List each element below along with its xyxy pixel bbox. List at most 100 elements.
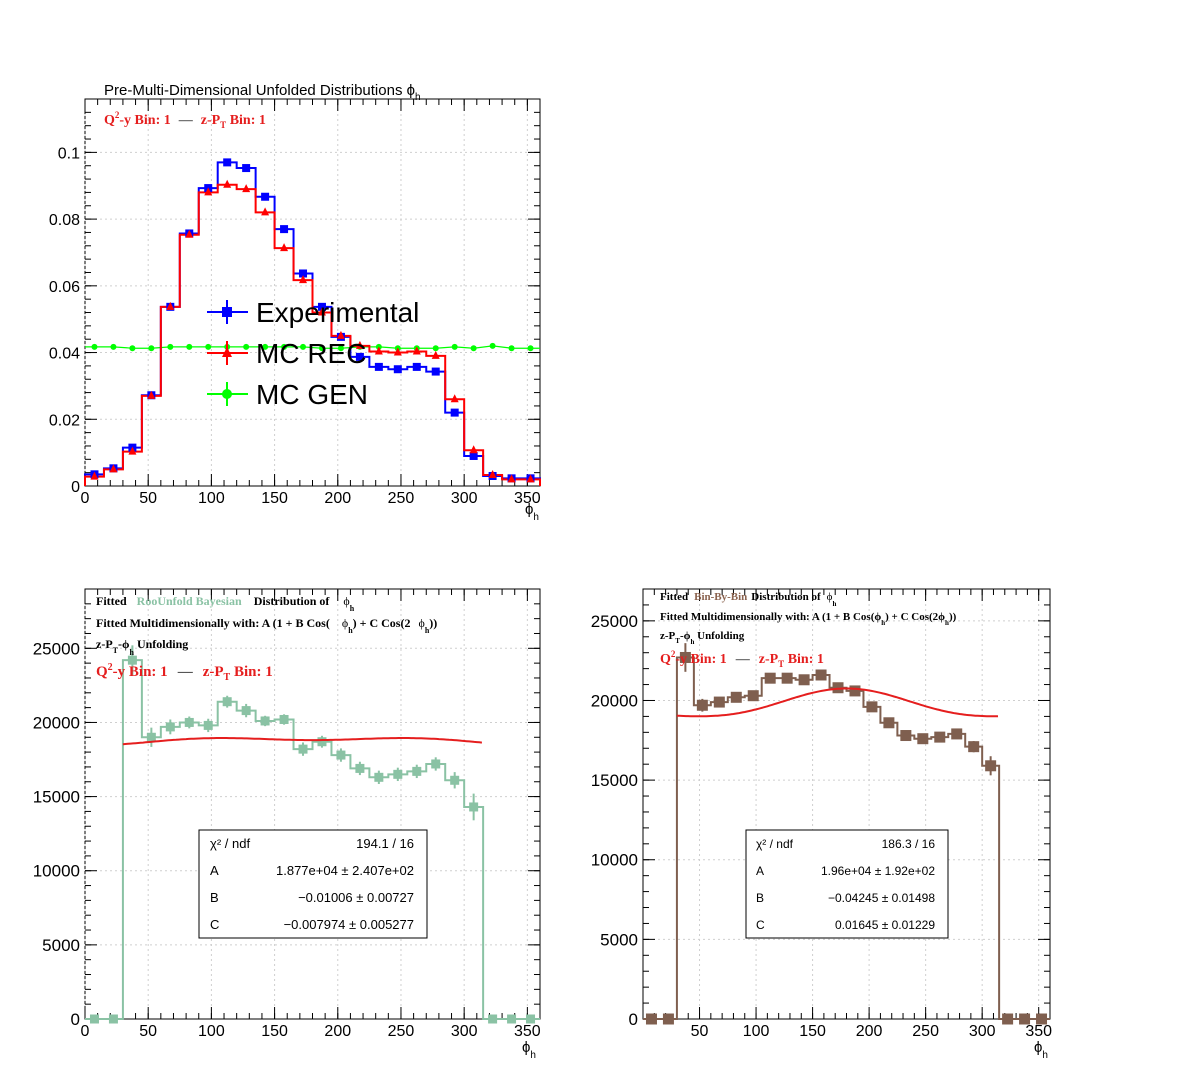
stats-label: A	[210, 863, 219, 878]
data-point	[526, 474, 535, 483]
y-tick-label: 25000	[33, 639, 80, 658]
data-point	[299, 275, 308, 284]
data-point	[317, 307, 326, 316]
data-point	[507, 474, 516, 483]
x-tick-label: 100	[198, 1023, 225, 1040]
x-tick-label: 150	[261, 1023, 288, 1040]
stats-value: −0.01006 ± 0.00727	[298, 890, 414, 905]
data-point	[185, 229, 194, 238]
y-tick-label: 10000	[33, 862, 80, 881]
data-point	[781, 672, 793, 684]
data-point	[450, 394, 459, 403]
data-point	[280, 243, 289, 252]
data-point	[146, 732, 156, 742]
x-axis-label: ϕh	[525, 501, 539, 523]
data-point	[849, 685, 861, 697]
stats-label: B	[756, 891, 764, 905]
legend-label: MC REC	[256, 338, 366, 369]
x-tick-label: 0	[81, 490, 90, 507]
panel-roounfold-bayesian: 0 50 100 150 200 250 300 350 0 5000 10000 15000 2000…	[33, 588, 541, 1061]
data-point	[204, 187, 213, 196]
data-point	[507, 1014, 517, 1024]
data-point	[450, 775, 460, 785]
data-point	[336, 330, 345, 339]
x-tick-label: 250	[912, 1023, 939, 1040]
stats-value: −0.04245 ± 0.01498	[828, 891, 935, 905]
data-point	[832, 682, 844, 694]
data-point	[985, 760, 997, 772]
data-point	[300, 343, 307, 350]
fit-stats-box: χ² / ndf 186.3 / 16 A 1.96e+04 ± 1.92e+0…	[745, 829, 949, 939]
data-point	[299, 269, 308, 278]
data-point	[412, 346, 421, 355]
data-point	[223, 158, 232, 167]
data-point	[336, 750, 346, 760]
x-tick-label: 0	[81, 1023, 90, 1040]
y-tick-label: 5000	[600, 930, 638, 949]
data-point	[431, 759, 441, 769]
data-point	[526, 1014, 536, 1024]
x-tick-label: 150	[799, 1023, 826, 1040]
x-tick-label: 350	[1025, 1023, 1052, 1040]
data-point	[167, 343, 174, 350]
data-point	[527, 345, 534, 352]
data-point	[205, 343, 212, 350]
stats-value: 1.96e+04 ± 1.92e+02	[821, 864, 935, 878]
data-point	[280, 225, 289, 234]
data-point	[317, 737, 327, 747]
data-point	[451, 343, 458, 350]
panel-bin-by-bin: 50 100 150 200 250 300 350 0 5000 10000 15000 20000…	[591, 588, 1052, 1061]
x-tick-label: 100	[198, 490, 225, 507]
stats-label: B	[210, 890, 219, 905]
data-point	[374, 346, 383, 355]
chart-title: Pre-Multi-Dimensional Unfolded Distribut…	[104, 82, 421, 103]
data-point	[241, 706, 251, 716]
x-tick-label: 50	[691, 1023, 709, 1040]
data-point	[127, 655, 137, 665]
data-point	[1002, 1013, 1014, 1025]
fit-curve	[122, 737, 483, 746]
title-line-1: Fitted Bin-By-Bin Distribution of ϕh	[660, 591, 836, 608]
data-point	[900, 730, 912, 742]
stats-label: χ² / ndf	[210, 836, 250, 851]
data-point	[222, 697, 232, 707]
data-point	[968, 741, 980, 753]
stats-value: 186.3 / 16	[882, 837, 936, 851]
data-point	[222, 389, 232, 399]
data-point	[764, 672, 776, 684]
data-point	[713, 696, 725, 708]
data-point	[431, 367, 440, 376]
stats-label: A	[756, 864, 764, 878]
data-point	[489, 342, 496, 349]
data-point	[355, 340, 364, 349]
data-point	[488, 469, 497, 478]
data-point	[166, 301, 175, 310]
data-point	[148, 345, 155, 352]
data-point	[470, 345, 477, 352]
stats-label: χ² / ndf	[756, 837, 794, 851]
y-tick-label: 10000	[591, 851, 638, 870]
stats-value: −0.007974 ± 0.005277	[284, 917, 414, 932]
y-tick-label: 20000	[591, 691, 638, 710]
panel-pre-unfolded: 0 50 100 150 200 250 300 350 0 0.02 0.04 0.06 0.08 0.…	[49, 82, 541, 523]
data-point	[815, 669, 827, 681]
data-point	[186, 343, 193, 350]
data-point	[109, 464, 118, 473]
data-point	[261, 192, 270, 201]
data-point	[1019, 1013, 1031, 1025]
y-tick-label: 0	[71, 1010, 80, 1029]
data-point	[432, 345, 439, 352]
data-point	[108, 1014, 118, 1024]
data-point	[866, 701, 878, 713]
data-point	[261, 207, 270, 216]
data-point	[696, 699, 708, 711]
data-point	[90, 471, 99, 480]
data-point	[412, 362, 421, 371]
bin-label: Q2-y Bin: 1— z-PT Bin: 1	[96, 662, 273, 683]
y-tick-label: 0.08	[49, 212, 80, 229]
data-point	[243, 343, 250, 350]
data-point	[260, 716, 270, 726]
data-point	[374, 772, 384, 782]
stats-label: C	[210, 917, 219, 932]
